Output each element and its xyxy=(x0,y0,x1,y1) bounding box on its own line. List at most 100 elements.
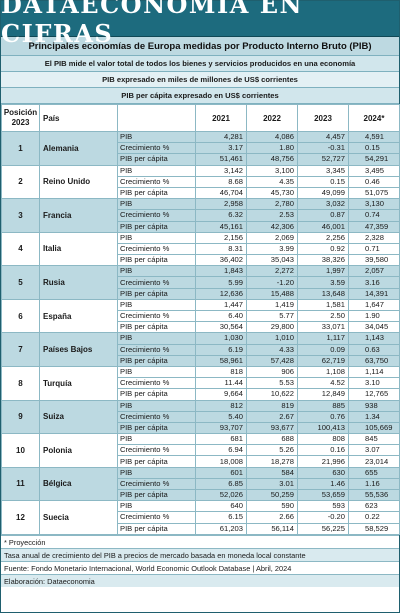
value-cell: 51,461 xyxy=(195,153,247,166)
value-cell: 14,391 xyxy=(348,287,400,300)
country-name: Turquía xyxy=(39,365,118,401)
value-cell: 58,529 xyxy=(348,522,400,535)
value-cell: 2,328 xyxy=(348,231,400,244)
table-row: 3 Francia PIB 2,958 2,780 3,032 3,130 xyxy=(1,198,400,233)
value-cell: 1,117 xyxy=(297,332,349,345)
indicator-label: Crecimiento % xyxy=(117,444,196,457)
value-cell: 4.33 xyxy=(246,343,298,356)
table-row: 2 Reino Unido PIB 3,142 3,100 3,345 3,495 xyxy=(1,164,400,200)
indicator-label: Crecimiento % xyxy=(117,511,196,524)
indicator-label: PIB xyxy=(117,298,196,312)
indicator-label: PIB per cápita xyxy=(117,388,196,401)
value-cell: 3.16 xyxy=(348,276,400,289)
table-row: PIB per cápita 93,707 93,677 100,413 105,669 xyxy=(2,421,400,435)
country-name: Polonia xyxy=(39,433,118,468)
table-row: PIB per cápita 18,008 18,278 21,996 23,014 xyxy=(2,455,400,468)
info-line-pib-units: PIB expresado en miles de millones de US… xyxy=(1,72,399,88)
value-cell: 8.31 xyxy=(195,242,247,256)
country-name: Francia xyxy=(39,198,118,233)
value-cell: 6.19 xyxy=(195,343,247,356)
value-cell: 845 xyxy=(348,433,400,446)
value-cell: 6.32 xyxy=(195,209,247,222)
value-cell: 1,581 xyxy=(297,298,349,312)
country-name: Rusia xyxy=(39,265,118,300)
table-row: Crecimiento % 6.85 3.01 1.46 1.16 xyxy=(2,477,400,491)
value-cell: 61,203 xyxy=(195,522,247,535)
value-cell: 2,958 xyxy=(195,198,247,211)
value-cell: 0.76 xyxy=(297,410,349,423)
value-cell: 1.46 xyxy=(297,477,349,491)
gdp-table: Posición 2023 País 2021 2022 2023 2024* … xyxy=(1,104,400,535)
value-cell: 623 xyxy=(348,500,400,513)
value-cell: 54,291 xyxy=(348,153,400,166)
value-cell: 0.63 xyxy=(348,343,400,356)
value-cell: 3.59 xyxy=(297,276,349,289)
value-cell: 4,591 xyxy=(348,130,400,144)
indicator-label: PIB xyxy=(117,231,196,244)
indicator-label: PIB xyxy=(117,365,196,379)
indicator-label: Crecimiento % xyxy=(117,309,196,323)
value-cell: 13,648 xyxy=(297,287,349,300)
header-year-2023: 2023 xyxy=(297,104,349,132)
value-cell: 681 xyxy=(195,433,247,446)
country-position: 12 xyxy=(1,500,40,535)
value-cell: 6.15 xyxy=(195,511,247,524)
value-cell: 36,402 xyxy=(195,254,247,267)
value-cell: 9,664 xyxy=(195,388,247,401)
value-cell: 30,564 xyxy=(195,321,247,334)
table-row: 1 Alemania PIB 4,281 4,086 4,457 4,591 xyxy=(1,130,400,166)
value-cell: 4.35 xyxy=(246,175,298,188)
table-row: Crecimiento % 6.40 5.77 2.50 1.90 xyxy=(2,309,400,323)
indicator-label: PIB xyxy=(117,164,196,177)
value-cell: 4,457 xyxy=(297,130,349,144)
value-cell: 18,008 xyxy=(195,455,247,468)
value-cell: 58,961 xyxy=(195,354,247,367)
value-cell: 56,114 xyxy=(246,522,298,535)
country-position: 2 xyxy=(1,164,40,200)
indicator-label: PIB xyxy=(117,130,196,144)
header-year-2021: 2021 xyxy=(195,104,247,132)
table-row: PIB per cápita 46,704 45,730 49,099 51,075 xyxy=(2,186,400,200)
value-cell: 6.94 xyxy=(195,444,247,457)
table-row: PIB per cápita 36,402 35,043 38,326 39,580 xyxy=(2,254,400,267)
value-cell: 100,413 xyxy=(297,421,349,435)
value-cell: 93,707 xyxy=(195,421,247,435)
value-cell: 5.26 xyxy=(246,444,298,457)
country-position: 6 xyxy=(1,298,40,334)
value-cell: 4.52 xyxy=(297,377,349,390)
country-position: 1 xyxy=(1,131,40,166)
footnote-projection: * Proyección xyxy=(1,534,399,548)
value-cell: 3.10 xyxy=(348,377,400,390)
value-cell: 3.99 xyxy=(246,242,298,256)
value-cell: -0.20 xyxy=(297,511,349,524)
table-row: PIB per cápita 52,026 50,259 53,659 55,536 xyxy=(2,488,400,502)
indicator-label: Crecimiento % xyxy=(117,343,196,356)
country-position: 3 xyxy=(1,198,40,233)
table-row: 4 Italia PIB 2,156 2,069 2,256 2,328 xyxy=(1,231,400,267)
value-cell: 51,075 xyxy=(348,186,400,200)
value-cell: 818 xyxy=(195,365,247,379)
info-line-definition: El PIB mide el valor total de todos los … xyxy=(1,56,399,72)
footnote-source: Fuente: Fondo Monetario Internacional, W… xyxy=(1,560,399,574)
value-cell: 1,647 xyxy=(348,298,400,312)
indicator-label: PIB per cápita xyxy=(117,421,196,435)
country-position: 9 xyxy=(1,399,40,435)
value-cell: 46,704 xyxy=(195,186,247,200)
table-row: 6 España PIB 1,447 1,419 1,581 1,647 xyxy=(1,298,400,334)
value-cell: 15,488 xyxy=(246,287,298,300)
value-cell: 48,756 xyxy=(246,153,298,166)
value-cell: 1,108 xyxy=(297,365,349,379)
value-cell: 18,278 xyxy=(246,455,298,468)
value-cell: 12,636 xyxy=(195,287,247,300)
table-row: 11 Bélgica PIB 601 584 630 655 xyxy=(1,466,400,502)
value-cell: 0.71 xyxy=(348,242,400,256)
country-position: 5 xyxy=(1,265,40,300)
value-cell: 33,071 xyxy=(297,321,349,334)
table-row: 7 Países Bajos PIB 1,030 1,010 1,117 1,143 xyxy=(1,332,400,367)
banner-title: DATAECONOMIA EN CIFRAS xyxy=(1,0,399,48)
indicator-label: Crecimiento % xyxy=(117,410,196,423)
value-cell: 885 xyxy=(297,399,349,412)
value-cell: 39,580 xyxy=(348,254,400,267)
table-row: PIB per cápita 51,461 48,756 52,727 54,291 xyxy=(2,153,400,166)
value-cell: 2,156 xyxy=(195,231,247,244)
